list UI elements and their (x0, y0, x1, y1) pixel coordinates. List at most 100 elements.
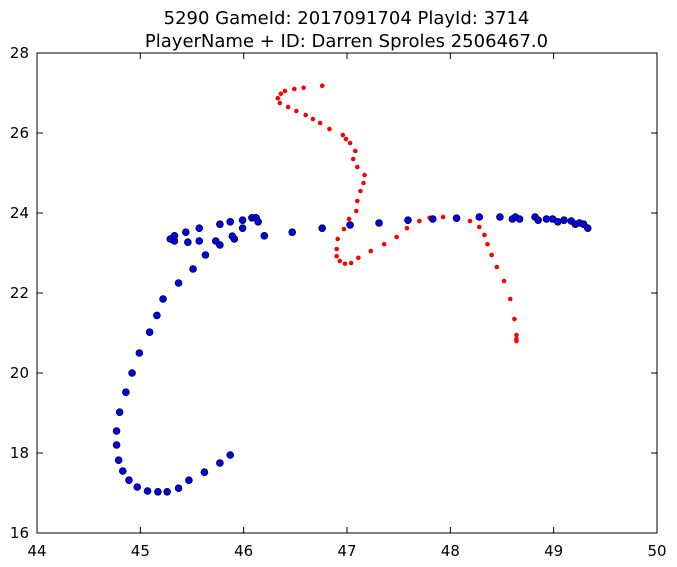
x-tick-label-6: 50 (647, 542, 666, 560)
blue-point-59 (553, 218, 562, 226)
blue-point-41 (254, 218, 262, 226)
blue-point-44 (318, 224, 327, 233)
x-tick-label-4: 48 (441, 542, 460, 560)
blue-point-54 (515, 215, 524, 223)
red-point-16 (352, 148, 358, 154)
blue-point-3 (185, 476, 193, 485)
red-point-25 (341, 226, 347, 232)
red-point-43 (482, 232, 487, 238)
y-tick-label-4: 24 (10, 204, 29, 222)
blue-point-0 (226, 451, 235, 459)
blue-point-45 (346, 221, 354, 229)
blue-point-6 (154, 487, 162, 496)
blue-point-15 (122, 388, 130, 397)
red-point-32 (356, 255, 361, 261)
blue-point-16 (128, 369, 136, 377)
x-tick-label-3: 47 (337, 542, 356, 560)
red-point-50 (514, 332, 519, 338)
blue-point-30 (184, 238, 192, 247)
blue-point-7 (143, 487, 152, 495)
red-point-19 (362, 172, 367, 178)
red-point-39 (440, 214, 446, 220)
blue-point-34 (195, 224, 204, 233)
blue-point-4 (174, 484, 183, 493)
red-point-11 (317, 120, 323, 126)
blue-point-32 (170, 232, 179, 240)
blue-point-47 (404, 216, 412, 225)
blue-point-19 (153, 311, 161, 320)
red-point-29 (337, 258, 343, 264)
red-point-13 (340, 132, 346, 138)
y-axis-tick-labels: 16 18 20 22 24 26 28 (10, 44, 29, 542)
red-point-9 (303, 112, 308, 118)
blue-point-10 (118, 467, 127, 475)
y-tick-label-1: 18 (10, 444, 29, 462)
blue-point-42 (260, 232, 269, 240)
red-point-18 (355, 164, 360, 170)
red-point-0 (319, 83, 325, 89)
y-tick-label-0: 16 (10, 524, 29, 542)
red-point-30 (342, 261, 348, 267)
blue-point-5 (163, 487, 172, 496)
red-point-52 (514, 338, 519, 344)
blue-point-25 (211, 237, 220, 245)
y-tick-label-2: 20 (10, 364, 29, 382)
blue-point-11 (114, 456, 123, 465)
blue-point-48 (428, 215, 437, 223)
red-point-7 (285, 104, 291, 110)
blue-point-2 (200, 468, 209, 477)
blue-point-43 (288, 228, 297, 237)
blue-point-17 (135, 349, 144, 357)
x-tick-label-0: 44 (27, 542, 46, 560)
blue-point-21 (174, 279, 183, 287)
red-point-31 (348, 260, 354, 266)
red-point-37 (417, 218, 422, 224)
red-point-42 (476, 224, 482, 230)
blue-point-56 (534, 216, 542, 225)
blue-point-27 (228, 232, 237, 241)
y-tick-label-6: 28 (10, 44, 29, 62)
plot-area (37, 53, 657, 533)
blue-point-65 (583, 224, 592, 233)
x-tick-label-2: 46 (234, 542, 253, 560)
x-axis-tick-labels: 44 45 46 47 48 49 50 (27, 542, 666, 560)
red-point-14 (343, 136, 349, 142)
x-tick-label-1: 45 (131, 542, 150, 560)
red-point-45 (489, 252, 494, 258)
blue-series (112, 213, 592, 496)
chart-title-line-2: PlayerName + ID: Darren Sproles 2506467.… (145, 31, 548, 52)
red-point-2 (292, 86, 297, 92)
blue-point-46 (375, 219, 383, 227)
red-point-47 (501, 278, 507, 284)
chart-title-line-1: 5290 GameId: 2017091704 PlayId: 3714 (164, 8, 530, 29)
blue-point-20 (159, 295, 167, 303)
red-point-24 (346, 216, 352, 222)
red-point-46 (494, 264, 500, 270)
y-tick-label-5: 26 (10, 124, 29, 142)
red-point-26 (335, 236, 341, 242)
red-point-34 (381, 241, 387, 247)
red-point-35 (394, 234, 399, 240)
red-point-41 (467, 218, 473, 224)
blue-point-33 (182, 228, 190, 237)
red-point-20 (361, 180, 366, 186)
red-point-27 (334, 246, 339, 252)
blue-point-8 (133, 483, 142, 491)
red-point-21 (358, 188, 363, 194)
red-point-36 (404, 225, 410, 231)
red-point-10 (310, 116, 316, 122)
blue-point-22 (189, 265, 197, 273)
blue-point-60 (560, 216, 568, 225)
blue-point-9 (125, 476, 133, 485)
blue-point-23 (201, 251, 210, 259)
blue-point-51 (496, 213, 504, 221)
blue-point-57 (542, 215, 551, 223)
blue-point-1 (216, 459, 224, 467)
y-tick-label-3: 22 (10, 284, 29, 302)
blue-point-50 (475, 213, 484, 221)
red-point-49 (512, 316, 517, 322)
red-point-4 (278, 91, 284, 97)
red-point-48 (507, 296, 513, 302)
blue-point-37 (238, 224, 247, 233)
